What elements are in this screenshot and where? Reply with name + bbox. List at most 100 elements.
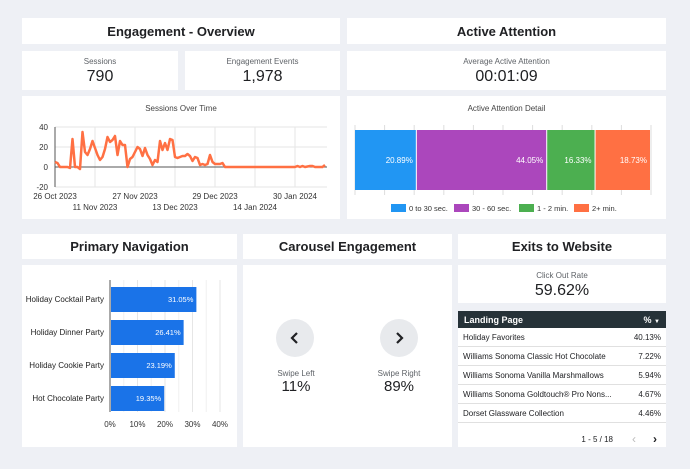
segment-label: 20.89% [386, 156, 413, 165]
row-percent: 4.46% [638, 408, 661, 418]
segment-label: 16.33% [564, 156, 591, 165]
prev-page-button[interactable]: ‹ [632, 432, 636, 446]
legend-label: 2+ min. [592, 204, 617, 213]
legend-swatch [574, 204, 589, 212]
table-row[interactable]: Williams Sonoma Goldtouch® Pro Nons... 4.… [458, 385, 666, 404]
category-label: Holiday Dinner Party [31, 328, 104, 337]
row-percent: 40.13% [633, 332, 661, 342]
bar-0 [111, 287, 197, 312]
x-tick-label: 13 Dec 2023 [152, 203, 198, 212]
swipe-right-value: 89% [383, 378, 415, 395]
sessions-chart-title: Sessions Over Time [145, 104, 217, 113]
chevron-left-icon [290, 332, 298, 344]
stacked-bar-svg: 20.89% 44.05% 16.33% 18.73% 0 to 30 sec. 30 -… [354, 125, 652, 213]
primary-navigation-title: Primary Navigation [22, 234, 237, 259]
engagement-events-scorecard: Engagement Events 1,978 [185, 51, 340, 90]
x-tick-label: 27 Nov 2023 [112, 192, 158, 201]
x-tick-label: 26 Oct 2023 [33, 192, 77, 201]
sessions-scorecard: Sessions 790 [22, 51, 178, 90]
row-percent: 4.67% [638, 389, 661, 399]
carousel-engagement-title: Carousel Engagement [243, 234, 452, 259]
landing-page-table: Landing Page % ▼ Holiday Favorites 40.13%… [458, 311, 666, 447]
sessions-label: Sessions [83, 57, 117, 66]
percent-header[interactable]: % ▼ [644, 315, 660, 325]
x-tick-label: 14 Jan 2024 [233, 203, 278, 212]
landing-page-header[interactable]: Landing Page [464, 314, 524, 325]
row-page: Williams Sonoma Goldtouch® Pro Nons... [463, 389, 612, 399]
exits-title: Exits to Website [458, 234, 666, 259]
legend-label: 0 to 30 sec. [409, 204, 448, 213]
bar-label: 31.05% [168, 295, 194, 304]
click-out-rate-scorecard: Click Out Rate 59.62% [458, 265, 666, 303]
click-out-value: 59.62% [534, 282, 590, 299]
x-tick-label: 11 Nov 2023 [73, 203, 118, 212]
sessions-value: 790 [86, 68, 114, 85]
swipe-right-button[interactable] [380, 319, 418, 357]
next-page-button[interactable]: › [653, 432, 657, 446]
x-tick-label: 10% [129, 420, 145, 429]
legend-swatch [391, 204, 406, 212]
attention-detail-chart: Active Attention Detail 20.89% 44.05% 16.3… [347, 96, 666, 219]
swipe-right-label: Swipe Right [377, 369, 421, 378]
bar-label: 23.19% [146, 361, 172, 370]
row-page: Dorset Glassware Collection [463, 408, 564, 418]
x-tick-label: 30 Jan 2024 [273, 192, 318, 201]
engagement-overview-title: Engagement - Overview [22, 18, 340, 44]
legend-swatch [454, 204, 469, 212]
sort-desc-icon: ▼ [654, 318, 660, 325]
sessions-line [54, 130, 326, 171]
category-label: Hot Chocolate Party [32, 394, 104, 403]
row-page: Williams Sonoma Classic Hot Chocolate [463, 351, 606, 361]
y-tick-label: 0 [44, 163, 49, 172]
legend-label: 30 - 60 sec. [472, 204, 511, 213]
y-tick-label: 40 [39, 123, 48, 132]
row-percent: 7.22% [638, 351, 661, 361]
bar-2 [111, 353, 175, 378]
table-row[interactable]: Holiday Favorites 40.13% [458, 328, 666, 347]
segment-label: 18.73% [620, 156, 647, 165]
engagement-events-value: 1,978 [242, 68, 283, 85]
row-page: Holiday Favorites [463, 332, 525, 342]
active-attention-title: Active Attention [347, 18, 666, 44]
percent-header-label: % [643, 314, 652, 325]
segment-3 [595, 130, 650, 190]
table-row[interactable]: Dorset Glassware Collection 4.46% [458, 404, 666, 423]
legend-label: 1 - 2 min. [537, 204, 568, 213]
engagement-events-label: Engagement Events [226, 57, 299, 66]
row-page: Williams Sonoma Vanilla Marshmallows [463, 370, 604, 380]
swipe-left-value: 11% [281, 378, 311, 395]
category-label: Holiday Cookie Party [29, 361, 104, 370]
x-tick-label: 20% [157, 420, 173, 429]
bar-label: 26.41% [155, 328, 181, 337]
segment-1 [416, 130, 547, 190]
click-out-label: Click Out Rate [536, 271, 588, 280]
table-row[interactable]: Williams Sonoma Vanilla Marshmallows 5.94… [458, 366, 666, 385]
x-tick-label: 0% [104, 420, 116, 429]
swipe-left-button[interactable] [276, 319, 314, 357]
table-row[interactable]: Williams Sonoma Classic Hot Chocolate 7.2… [458, 347, 666, 366]
attention-chart-title: Active Attention Detail [467, 104, 546, 113]
bar-1 [111, 320, 184, 345]
nav-bar-svg: 0% 10% 20% 30% 40% 31.05% Holiday Cocktail Par… [26, 280, 228, 429]
segment-label: 44.05% [516, 156, 543, 165]
y-tick-label: 20 [39, 143, 48, 152]
primary-navigation-chart: 0% 10% 20% 30% 40% 31.05% Holiday Cocktail Par… [22, 265, 237, 447]
bar-label: 19.35% [136, 394, 162, 403]
y-tick-label: -20 [36, 183, 48, 192]
x-tick-label: 29 Dec 2023 [192, 192, 238, 201]
x-tick-label: 40% [212, 420, 228, 429]
category-label: Holiday Cocktail Party [26, 295, 104, 304]
segment-2 [547, 130, 595, 190]
x-tick-label: 30% [184, 420, 200, 429]
average-attention-scorecard: Average Active Attention 00:01:09 [347, 51, 666, 90]
legend-swatch [519, 204, 534, 212]
row-percent: 5.94% [638, 370, 661, 380]
bar-3 [111, 386, 165, 411]
sessions-over-time-chart: Sessions Over Time 40 20 0 -20 26 Oct 2023 11… [22, 96, 340, 219]
swipe-left-label: Swipe Left [277, 369, 315, 378]
segment-0 [355, 130, 416, 190]
table-header: Landing Page % ▼ [458, 311, 666, 328]
carousel-panel: Swipe Left 11% Swipe Right 89% [243, 265, 452, 447]
average-attention-label: Average Active Attention [463, 57, 550, 66]
